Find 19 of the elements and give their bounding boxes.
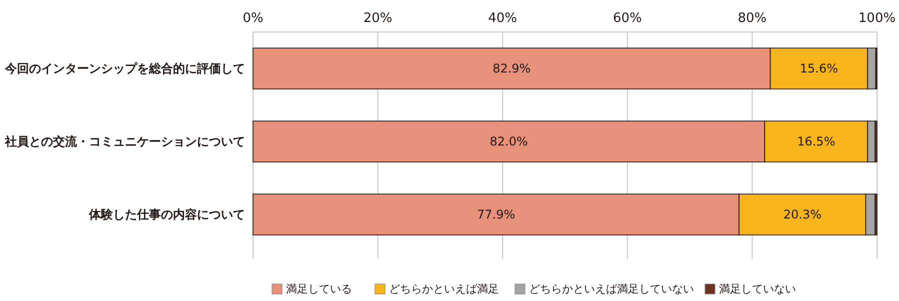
data-label: 77.9% <box>476 208 516 222</box>
x-tick-label: 60% <box>612 11 642 26</box>
legend-label: どちらかといえば満足 <box>389 282 499 296</box>
y-tick-label: 今回のインターンシップを総合的に評価して <box>4 62 245 76</box>
data-label: 20.3% <box>783 208 822 222</box>
x-tick-label: 20% <box>363 11 392 26</box>
data-label: 82.9% <box>492 62 531 76</box>
legend-label: 満足している <box>286 282 352 296</box>
x-tick-label: 80% <box>738 11 767 26</box>
legend-label: どちらかといえば満足していない <box>529 282 694 296</box>
legend-label: 満足していない <box>719 282 796 296</box>
data-label: 82.0% <box>490 134 528 148</box>
x-tick-label: 40% <box>488 11 518 26</box>
x-tick-label: 0% <box>242 11 264 26</box>
x-tick-label: 100% <box>858 11 896 26</box>
data-label: 15.6% <box>800 62 838 76</box>
y-tick-label: 体験した仕事の内容について <box>88 208 245 222</box>
y-tick-label: 社員との交流・コミュニケーションについて <box>4 134 245 148</box>
data-label: 16.5% <box>797 134 836 148</box>
